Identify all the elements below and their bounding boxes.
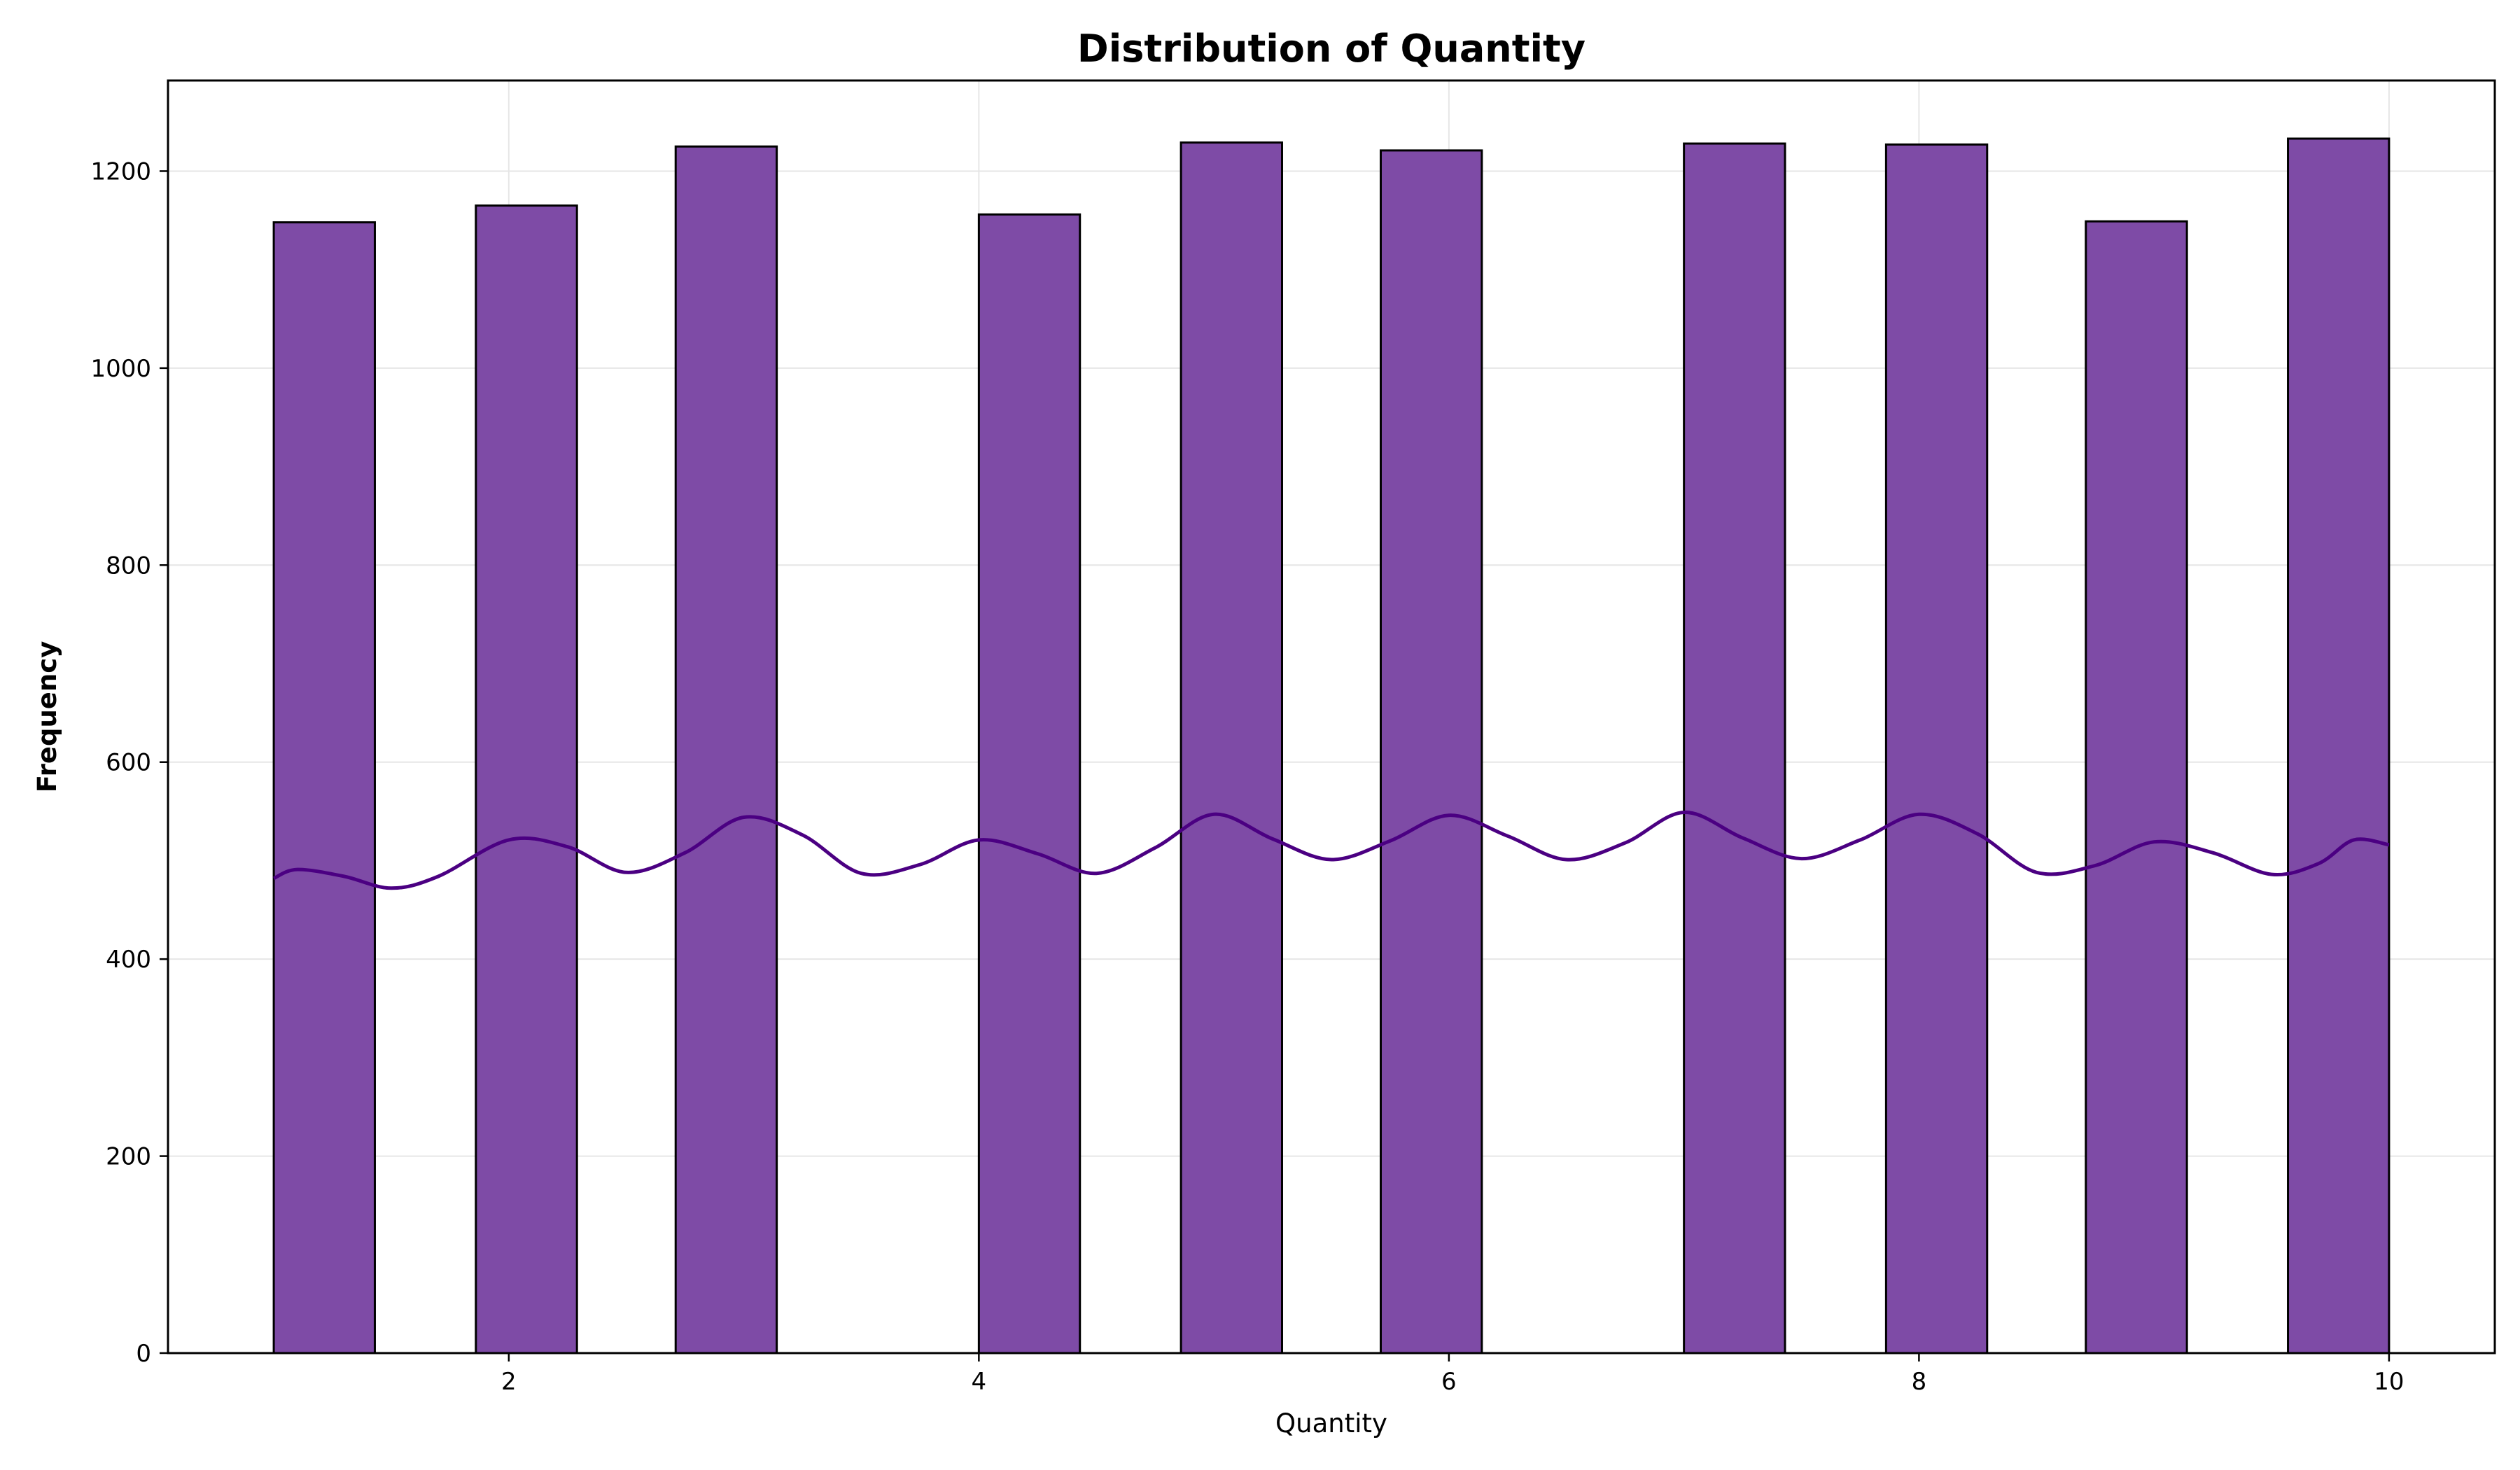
- x-tick-label: 8: [1912, 1368, 1927, 1396]
- histogram-bar: [977, 213, 1082, 1354]
- y-tick-label: 400: [106, 946, 151, 974]
- x-tick-label: 4: [972, 1368, 987, 1396]
- y-tick-label: 200: [106, 1143, 151, 1171]
- histogram-bar: [1884, 143, 1989, 1354]
- kde-curve-group: [273, 810, 2390, 890]
- x-axis-label: Quantity: [1275, 1408, 1387, 1438]
- y-tick-label: 800: [106, 552, 151, 580]
- y-axis-label: Frequency: [32, 641, 62, 793]
- y-tick-label: 1000: [90, 355, 151, 383]
- y-tick-label: 600: [106, 749, 151, 777]
- plot-frame: [167, 79, 2496, 1354]
- kde-curve: [273, 810, 2390, 890]
- histogram-bar: [674, 145, 778, 1354]
- axis-ticks: 2 4 6 8 10 0 200 400 600 800 1000 1200: [90, 158, 2404, 1396]
- histogram-bar: [475, 204, 578, 1354]
- x-tick-label: 10: [2374, 1368, 2404, 1396]
- histogram-bar: [1683, 142, 1786, 1354]
- chart-title: Distribution of Quantity: [1077, 27, 1586, 71]
- histogram-bar: [1180, 141, 1283, 1354]
- y-tick-label: 1200: [90, 158, 151, 186]
- histogram-bar: [1380, 149, 1483, 1354]
- histogram-bar: [2085, 220, 2188, 1354]
- histogram-bar: [272, 221, 376, 1354]
- histogram-bars: [272, 137, 2390, 1354]
- x-tick-label: 2: [501, 1368, 517, 1396]
- x-tick-label: 6: [1441, 1368, 1457, 1396]
- y-tick-label: 0: [136, 1340, 151, 1368]
- histogram-bar: [2287, 137, 2390, 1354]
